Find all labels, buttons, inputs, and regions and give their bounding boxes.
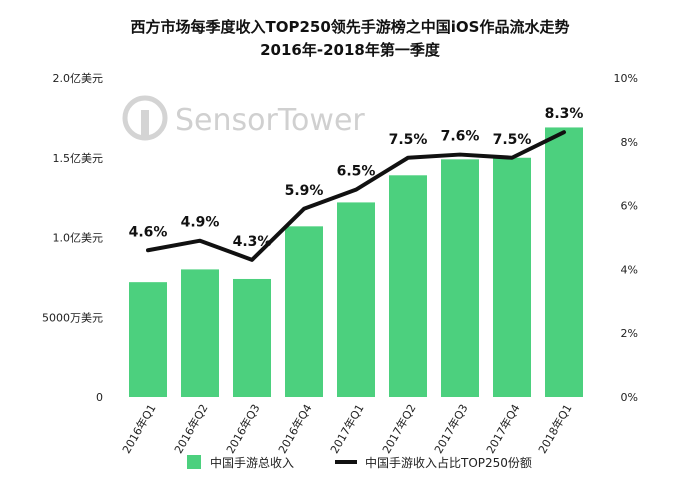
line-data-label: 5.9% [285,183,324,199]
right-tick-label: 2% [621,327,638,340]
right-axis: 0% 2% 4% 6% 8% 10% [614,72,638,404]
x-tick-label: 2017年Q1 [327,402,366,456]
chart-title: 西方市场每季度收入TOP250领先手游榜之中国iOS作品流水走势 [131,18,570,36]
bar [493,157,531,397]
left-axis: 0 5000万美元 1.0亿美元 1.5亿美元 2.0亿美元 [42,72,103,404]
legend-bar-label: 中国手游总收入 [210,455,294,470]
left-tick-label: 1.0亿美元 [53,232,104,245]
bar [181,269,219,397]
legend: 中国手游总收入 中国手游收入占比TOP250份额 [187,455,532,470]
line-data-label: 7.5% [389,132,428,148]
right-tick-label: 4% [621,263,638,276]
bar [337,202,375,397]
right-tick-label: 6% [621,200,638,213]
bar [441,159,479,397]
line-data-label: 8.3% [545,106,584,122]
x-tick-label: 2016年Q4 [275,402,314,456]
share-line [146,130,566,262]
x-tick-label: 2016年Q3 [223,402,262,456]
x-tick-label: 2016年Q1 [119,402,158,456]
chart-subtitle: 2016年-2018年第一季度 [260,41,441,59]
line-data-labels: 4.6% 4.9% 4.3% 5.9% 6.5% 7.5% 7.6% 7.5% 8.3% [129,106,584,250]
line-data-label: 7.6% [441,129,480,145]
x-tick-label: 2018年Q1 [535,402,574,456]
left-tick-label: 5000万美元 [42,311,103,324]
line-data-label: 7.5% [493,132,532,148]
left-tick-label: 1.5亿美元 [53,152,104,165]
legend-bar-swatch [187,455,201,469]
right-tick-label: 8% [621,136,638,149]
right-tick-label: 10% [614,72,638,85]
bar [129,282,167,397]
line-series [146,130,566,262]
legend-line-label: 中国手游收入占比TOP250份额 [365,455,532,470]
left-tick-label: 2.0亿美元 [53,72,104,85]
bar [285,226,323,397]
x-tick-label: 2017年Q4 [483,402,522,456]
legend-line-swatch [335,460,357,464]
line-data-label: 4.6% [129,224,168,240]
sensortower-logo: SensorTower [122,95,365,141]
line-data-label: 4.9% [181,215,220,231]
line-data-label: 4.3% [233,234,272,250]
bar [389,175,427,397]
x-tick-label: 2016年Q2 [171,402,210,456]
right-tick-label: 0% [621,391,638,404]
line-data-label: 6.5% [337,164,376,180]
x-tick-label: 2017年Q3 [431,402,470,456]
bar [545,127,583,397]
left-tick-label: 0 [96,391,103,404]
x-axis: 2016年Q1 2016年Q2 2016年Q3 2016年Q4 2017年Q1 2017年… [119,402,574,456]
bar-series [129,127,583,397]
logo-icon-stem [141,110,149,140]
bar [233,278,271,397]
watermark-text: SensorTower [175,103,365,138]
x-tick-label: 2017年Q2 [379,402,418,456]
